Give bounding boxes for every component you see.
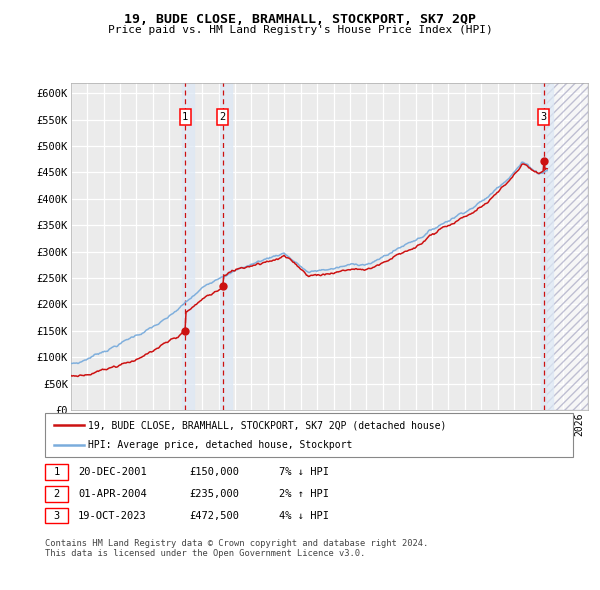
Text: £472,500: £472,500 [189, 511, 239, 520]
Text: £235,000: £235,000 [189, 489, 239, 499]
Bar [220, 83, 232, 410]
Text: 19, BUDE CLOSE, BRAMHALL, STOCKPORT, SK7 2QP (detached house): 19, BUDE CLOSE, BRAMHALL, STOCKPORT, SK7… [88, 421, 446, 430]
Text: Price paid vs. HM Land Registry's House Price Index (HPI): Price paid vs. HM Land Registry's House … [107, 25, 493, 35]
Text: 19, BUDE CLOSE, BRAMHALL, STOCKPORT, SK7 2QP: 19, BUDE CLOSE, BRAMHALL, STOCKPORT, SK7… [124, 13, 476, 26]
Text: 2% ↑ HPI: 2% ↑ HPI [279, 489, 329, 499]
Text: 19-OCT-2023: 19-OCT-2023 [78, 511, 147, 520]
Text: 7% ↓ HPI: 7% ↓ HPI [279, 467, 329, 477]
Bar [182, 83, 194, 410]
Bar [541, 83, 553, 410]
Text: 4% ↓ HPI: 4% ↓ HPI [279, 511, 329, 520]
Bar [547, 83, 588, 410]
Text: Contains HM Land Registry data © Crown copyright and database right 2024.
This d: Contains HM Land Registry data © Crown c… [45, 539, 428, 558]
Text: £150,000: £150,000 [189, 467, 239, 477]
Text: 2: 2 [53, 489, 59, 499]
Text: 01-APR-2004: 01-APR-2004 [78, 489, 147, 499]
Text: 3: 3 [53, 511, 59, 520]
Text: 2: 2 [220, 112, 226, 122]
Text: 1: 1 [182, 112, 188, 122]
Text: 1: 1 [53, 467, 59, 477]
Text: 20-DEC-2001: 20-DEC-2001 [78, 467, 147, 477]
Text: 3: 3 [541, 112, 547, 122]
Text: HPI: Average price, detached house, Stockport: HPI: Average price, detached house, Stoc… [88, 440, 353, 450]
